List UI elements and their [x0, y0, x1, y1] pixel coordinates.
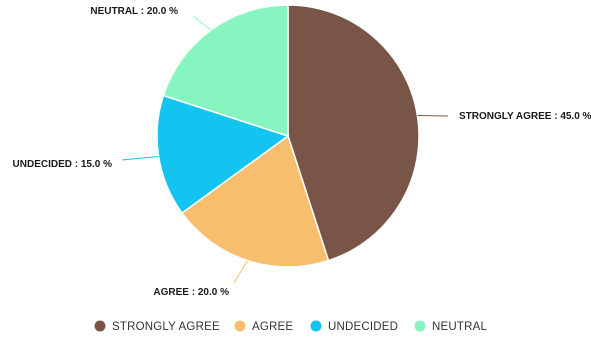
legend-item-undecided: UNDECIDED [310, 320, 398, 333]
slice-labels: STRONGLY AGREE : 45.0 % AGREE : 20.0 % UND… [13, 6, 591, 298]
slice-label-undecided: UNDECIDED : 15.0 % [13, 159, 113, 170]
slice-label-agree: AGREE : 20.0 % [153, 287, 229, 298]
pie-slice-strongly-agree [287, 4, 420, 262]
legend-item-agree: AGREE [234, 320, 293, 333]
legend-swatch-strongly-agree [94, 320, 106, 332]
legend-label-agree: AGREE [252, 321, 293, 333]
pie-slice-undecided [156, 94, 290, 215]
legend: STRONGLY AGREE AGREE UNDECIDED NEUTRAL [94, 320, 487, 333]
leader-line-undecided [121, 155, 159, 161]
legend-label-strongly-agree: STRONGLY AGREE [112, 321, 220, 333]
leader-line-neutral [192, 15, 212, 31]
legend-swatch-neutral [414, 320, 426, 332]
legend-swatch-undecided [310, 320, 322, 332]
legend-swatch-agree [234, 320, 246, 332]
legend-item-strongly-agree: STRONGLY AGREE [94, 320, 220, 333]
slice-label-neutral: NEUTRAL : 20.0 % [90, 6, 178, 17]
legend-item-neutral: NEUTRAL [414, 320, 487, 333]
leader-line-agree [233, 260, 248, 284]
pie-slice-agree [180, 134, 330, 268]
slice-label-strongly-agree: STRONGLY AGREE : 45.0 % [459, 111, 591, 122]
leader-lines [121, 15, 449, 284]
legend-label-neutral: NEUTRAL [432, 321, 487, 333]
legend-label-undecided: UNDECIDED [328, 321, 398, 333]
pie-slices [156, 4, 420, 268]
